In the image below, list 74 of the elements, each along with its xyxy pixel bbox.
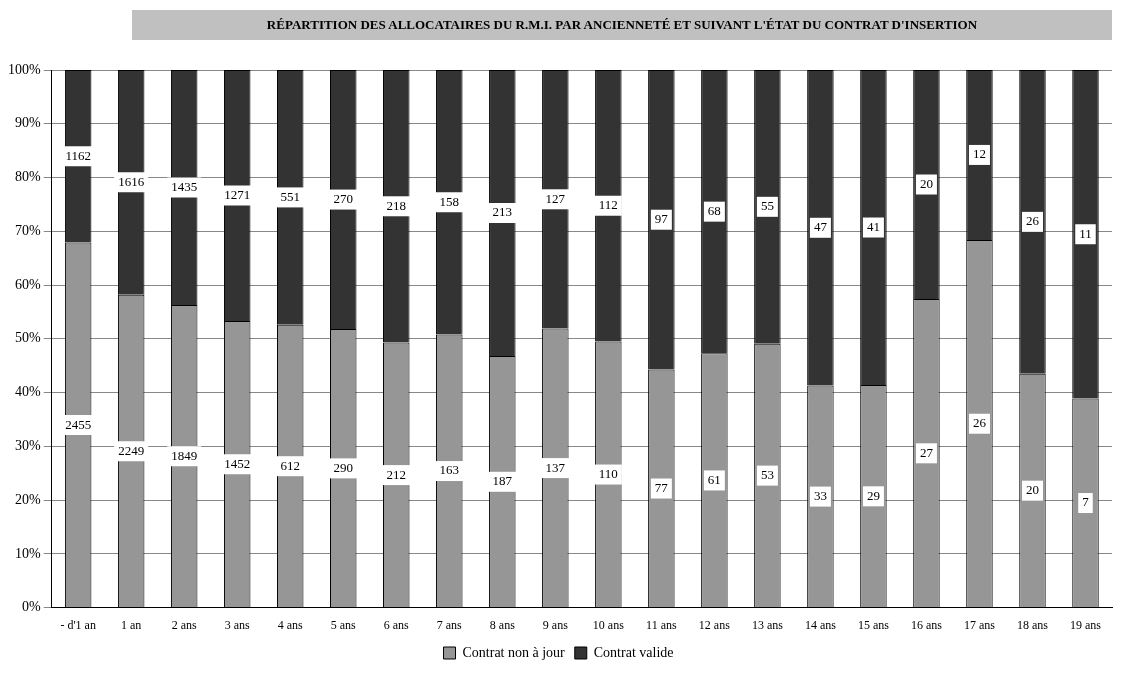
y-tick-label: 60%: [14, 276, 41, 292]
annotation: 163: [439, 462, 460, 478]
annotation: 68: [707, 203, 721, 219]
annotation: 26: [972, 415, 987, 431]
y-tick-label: 40%: [14, 384, 41, 400]
chart-title: RÉPARTITION DES ALLOCATAIRES DU R.M.I. PAR ANCIENNETÉ ET SUIVANT L'ÉTAT DU CONTRAT D'INSERTION: [132, 10, 1112, 40]
y-tick-label: 0%: [21, 599, 41, 615]
x-tick-label: 17 ans: [963, 617, 996, 632]
annotation: 27: [919, 444, 934, 460]
x-tick-label: 8 ans: [489, 617, 516, 632]
y-tick-label: 10%: [14, 545, 41, 561]
annotation: 97: [654, 211, 669, 227]
x-tick-label: 1 an: [121, 617, 142, 632]
annotation: 218: [386, 197, 407, 213]
annotation: 1435: [171, 178, 198, 194]
x-tick-label: 6 ans: [383, 617, 410, 632]
annotation: 12: [972, 146, 986, 162]
annotation: 29: [866, 487, 880, 503]
x-tick-label: 3 ans: [224, 617, 251, 632]
y-tick-label: 100%: [7, 61, 41, 77]
annotation: 213: [492, 204, 513, 220]
x-tick-label: 7 ans: [436, 617, 463, 632]
x-tick-label: 5 ans: [330, 617, 357, 632]
x-tick-label: 15 ans: [857, 617, 890, 632]
x-tick-label: 4 ans: [277, 617, 304, 632]
annotation: 53: [760, 467, 774, 483]
annotation: 110: [598, 465, 618, 481]
annotation: 20: [1025, 482, 1039, 498]
y-tick-label: 30%: [14, 437, 41, 453]
x-tick-label: 19 ans: [1069, 617, 1102, 632]
annotation: 55: [760, 198, 774, 214]
x-tick-label: 13 ans: [751, 617, 784, 632]
annotation: 270: [333, 190, 354, 206]
annotation: 158: [439, 193, 460, 209]
annotation: 1162: [65, 147, 91, 163]
annotation: 1271: [224, 186, 251, 202]
annotation: 47: [813, 219, 828, 235]
x-tick-label: 9 ans: [542, 617, 569, 632]
legend-label: Contrat non à jour: [462, 644, 566, 660]
annotation: 1452: [224, 455, 251, 471]
y-tick-label: 50%: [14, 330, 41, 346]
y-tick-label: 90%: [14, 115, 41, 131]
annotation: 212: [386, 466, 407, 482]
x-tick-label: 2 ans: [171, 617, 198, 632]
annotation: 137: [545, 459, 566, 475]
x-tick-label: 11 ans: [646, 617, 677, 632]
annotation: 612: [280, 457, 300, 473]
annotation: 290: [333, 459, 354, 475]
x-tick-label: 14 ans: [804, 617, 837, 632]
x-tick-label: 10 ans: [592, 617, 625, 632]
annotation: 1616: [118, 173, 145, 189]
y-tick-label: 70%: [14, 222, 41, 238]
annotation: 77: [654, 479, 669, 495]
x-tick-label: - d'1 an: [60, 617, 96, 632]
annotation: 41: [866, 218, 880, 234]
annotation: 7: [1082, 494, 1090, 510]
annotation: 61: [707, 471, 721, 487]
x-tick-label: 12 ans: [698, 617, 731, 632]
annotation: 187: [492, 473, 513, 489]
annotation: 112: [598, 197, 618, 213]
annotation: 20: [919, 175, 933, 191]
annotation: 2455: [65, 416, 92, 432]
annotation: 1849: [171, 447, 198, 463]
y-tick-label: 20%: [14, 491, 41, 507]
annotation: 26: [1025, 213, 1040, 229]
annotation: 127: [545, 190, 566, 206]
y-tick-label: 80%: [14, 169, 41, 185]
annotation: 2249: [118, 442, 145, 458]
annotation: 11: [1079, 225, 1092, 241]
x-tick-label: 18 ans: [1016, 617, 1049, 632]
annotation: 33: [813, 488, 827, 504]
legend-label: Contrat valide: [593, 644, 674, 660]
x-tick-label: 16 ans: [910, 617, 943, 632]
annotation: 551: [280, 188, 300, 204]
